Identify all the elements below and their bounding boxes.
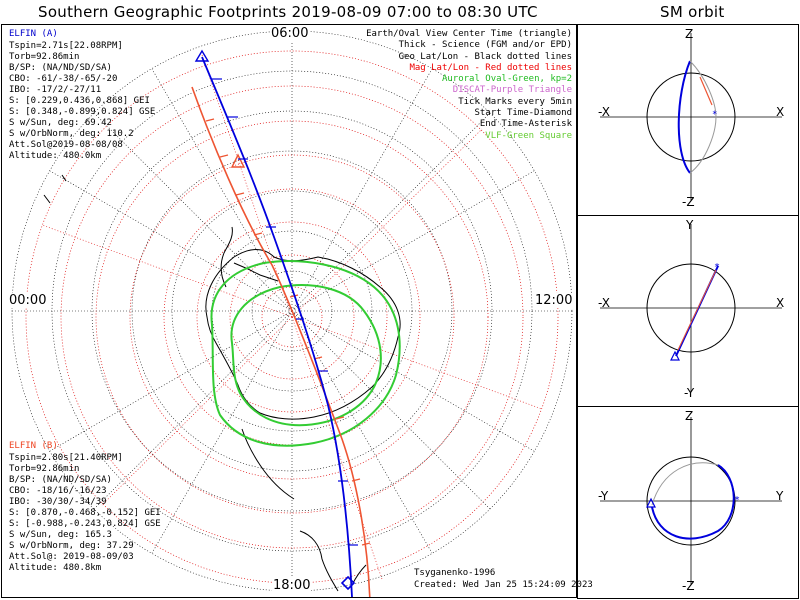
- clock-label-bottom: 18:00: [272, 578, 312, 593]
- legend-item: Earth/Oval View Center Time (triangle): [366, 29, 572, 39]
- orbit2-left-label: -X: [598, 296, 610, 310]
- elfin-b-info-line: Att.Sol@: 2019-08-09/03: [9, 552, 134, 562]
- elfin-b-info: Tspin=2.80s[21.40RPM] Torb=92.86min B/SP…: [9, 453, 161, 574]
- legend-item: Thick - Science (FGM and/or EPD): [398, 40, 572, 51]
- orbit3-top-label: Z: [685, 409, 694, 423]
- svg-text:*: *: [712, 110, 717, 120]
- footprint-map-panel: 06:00 00:00 12:00 18:00 ELFIN (A) Tspin=…: [1, 24, 593, 598]
- orbit1-bottom-label: -Z: [682, 195, 695, 209]
- elfin-a-info-line: CBO: -61/-38/-65/-20: [9, 74, 118, 84]
- elfin-a-info: Tspin=2.71s[22.08RPM] Torb=92.86min B/SP…: [9, 41, 155, 162]
- elfin-b-info-line: S: [-0.988,-0.243,0.824] GSE: [9, 519, 161, 529]
- page-title: Southern Geographic Footprints 2019-08-0…: [38, 3, 538, 21]
- elfin-a-info-line: Altitude: 480.0km: [9, 151, 102, 161]
- legend-item: Tick Marks every 5min: [458, 96, 572, 107]
- orbit1-top-label: Z: [685, 27, 694, 41]
- orbit-plot-xz: *: [600, 33, 782, 201]
- orbit3-bottom-label: -Z: [682, 579, 695, 593]
- clock-label-right: 12:00: [534, 293, 574, 308]
- elfin-b-info-line: S w/OrbNorm, deg: 37.29: [9, 541, 134, 551]
- elfin-a-view-center-triangle: [194, 49, 210, 62]
- elfin-b-name: ELFIN (B): [9, 441, 58, 451]
- elfin-a-info-line: Tspin=2.71s[22.08RPM]: [9, 41, 123, 51]
- elfin-a-info-line: S: [0.348,-0.899,0.824] GSE: [9, 107, 156, 117]
- elfin-a-track: [194, 49, 358, 597]
- elfin-b-info-line: CBO: -18/16/-16/23: [9, 486, 107, 496]
- orbit1-left-label: -X: [598, 105, 610, 119]
- clock-label-left: 00:00: [8, 293, 48, 308]
- model-name: Tsyganenko-1996: [414, 568, 496, 578]
- orbit-plot-yz: *: [600, 417, 782, 585]
- legend-item: Auroral Oval-Green, kp=2: [441, 74, 572, 85]
- elfin-b-info-line: S w/Sun, deg: 165.3: [9, 530, 112, 540]
- orbit-title: SM orbit: [660, 3, 725, 21]
- elfin-a-info-line: S: [0.229,0.436,0.868] GEI: [9, 96, 150, 106]
- elfin-a-info-line: S w/Sun, deg: 69.42: [9, 118, 112, 128]
- svg-text:*: *: [714, 262, 720, 273]
- orbit2-right-label: X: [776, 296, 785, 310]
- elfin-b-info-line: Altitude: 480.8km: [9, 563, 102, 573]
- svg-text:*: *: [734, 495, 740, 506]
- elfin-b-track: [191, 86, 371, 597]
- elfin-b-info-line: S: [0.870,-0.468,-0.152] GEI: [9, 508, 161, 518]
- elfin-a-info-line: Att.Sol@2019-08-08/08: [9, 140, 123, 150]
- map-legend: Earth/Oval View Center Time (triangle) T…: [366, 29, 572, 142]
- elfin-a-info-line: IBO: -17/2/-27/11: [9, 85, 102, 95]
- orbit-plot-xy: *: [600, 224, 782, 392]
- legend-item: DISCAT-Purple Triangle: [452, 85, 572, 96]
- elfin-a-info-line: Torb=92.86min: [9, 52, 80, 62]
- elfin-a-start-diamond: [340, 575, 356, 591]
- legend-item: Start Time-Diamond: [474, 108, 572, 119]
- elfin-a-name: ELFIN (A): [9, 29, 58, 39]
- elfin-b-info-line: Torb=92.86min: [9, 464, 80, 474]
- legend-item: Geo Lat/Lon - Black dotted lines: [398, 51, 572, 62]
- orbit1-right-label: X: [776, 105, 785, 119]
- elfin-b-info-line: B/SP: (NA/ND/SD/SA): [9, 475, 112, 485]
- elfin-a-info-line: B/SP: (NA/ND/SD/SA): [9, 63, 112, 73]
- orbit2-bottom-label: -Y: [684, 386, 695, 400]
- orbit3-right-label: Y: [776, 489, 784, 503]
- elfin-b-info-line: Tspin=2.80s[21.40RPM]: [9, 453, 123, 463]
- legend-item: End Time-Asterisk: [479, 119, 572, 130]
- created-timestamp: Created: Wed Jan 25 15:24:09 2023: [414, 580, 593, 590]
- elfin-b-info-line: IBO: -30/30/-34/39: [9, 497, 107, 507]
- legend-item: Mag Lat/Lon - Red dotted lines: [409, 62, 572, 73]
- orbit2-top-label: Y: [686, 218, 694, 232]
- orbit-panel-xz: * Z -Z -X X: [577, 24, 799, 216]
- clock-label-top: 06:00: [270, 26, 310, 41]
- orbit3-left-label: -Y: [598, 489, 609, 503]
- orbit-panel-yz: * Z -Z -Y Y: [577, 406, 799, 599]
- elfin-a-info-line: S w/OrbNorm, deg: 110.2: [9, 129, 134, 139]
- orbit-panel-xy: * Y -Y -X X: [577, 215, 799, 407]
- legend-item: VLF-Green Square: [485, 130, 572, 141]
- auroral-ovals: [210, 260, 401, 447]
- coastlines: [43, 174, 401, 592]
- polar-map: [11, 30, 573, 597]
- elfin-b-view-center-triangle: [230, 153, 246, 168]
